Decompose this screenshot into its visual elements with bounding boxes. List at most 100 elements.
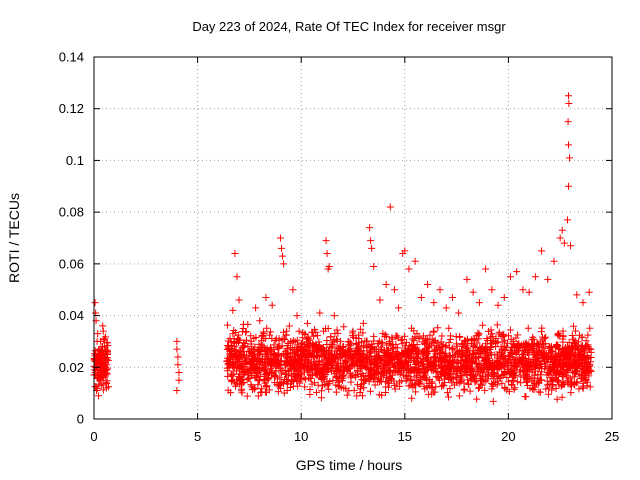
data-point [393, 358, 401, 366]
data-point [240, 359, 248, 367]
data-point [446, 368, 454, 376]
data-point [459, 358, 467, 366]
data-point [523, 358, 531, 366]
data-point [438, 357, 446, 365]
data-point [519, 286, 527, 294]
data-point [370, 332, 378, 340]
data-point [507, 346, 515, 354]
data-point [417, 293, 425, 301]
data-point [368, 355, 376, 363]
data-point [232, 346, 240, 354]
data-point [559, 338, 567, 346]
data-point [241, 368, 249, 376]
data-point [268, 359, 276, 367]
data-point [255, 340, 263, 348]
data-point [377, 376, 385, 384]
data-point [274, 344, 282, 352]
data-point [548, 365, 556, 373]
data-point [229, 330, 237, 338]
data-point [245, 347, 253, 355]
data-point [514, 331, 522, 339]
data-point [262, 293, 270, 301]
data-point [301, 383, 309, 391]
data-point [340, 349, 348, 357]
data-point [390, 361, 398, 369]
data-point [103, 339, 111, 347]
data-point [386, 203, 394, 211]
data-point [356, 355, 364, 363]
data-point [522, 377, 530, 385]
data-point [449, 344, 457, 352]
data-point [244, 343, 252, 351]
data-point [251, 374, 259, 382]
data-point [505, 388, 513, 396]
data-point [419, 362, 427, 370]
data-point [446, 365, 454, 373]
data-point [349, 353, 357, 361]
data-point [435, 376, 443, 384]
data-point [583, 351, 591, 359]
data-point [280, 389, 288, 397]
data-point [455, 309, 463, 317]
data-point [443, 389, 451, 397]
data-point [470, 335, 478, 343]
data-point [483, 352, 491, 360]
data-point [99, 380, 107, 388]
data-point [462, 370, 470, 378]
data-point [564, 182, 572, 190]
data-point [569, 358, 577, 366]
data-point [320, 369, 328, 377]
data-point [457, 346, 465, 354]
data-point [555, 381, 563, 389]
data-point [430, 299, 438, 307]
data-point [430, 328, 438, 336]
data-point [506, 367, 514, 375]
data-point [506, 326, 514, 334]
data-point [560, 350, 568, 358]
data-point [355, 343, 363, 351]
data-point [305, 351, 313, 359]
data-point [252, 304, 260, 312]
data-point [559, 368, 567, 376]
data-point [565, 100, 573, 108]
data-point [432, 362, 440, 370]
data-point [452, 373, 460, 381]
data-point [506, 273, 514, 281]
data-point [359, 359, 367, 367]
data-point [499, 338, 507, 346]
ticks-layer: 0 0.02 0.04 0.06 0.08 0.1 0.12 0.14 0 5 10 15 20 25 [59, 50, 620, 445]
data-point [388, 353, 396, 361]
data-point [331, 330, 339, 338]
y-tick-label: 0.12 [59, 101, 84, 116]
data-point [493, 351, 501, 359]
data-point [541, 340, 549, 348]
data-point [525, 373, 533, 381]
data-point [419, 355, 427, 363]
data-point [510, 341, 518, 349]
data-point [490, 369, 498, 377]
data-point [267, 354, 275, 362]
data-point [376, 296, 384, 304]
data-point [236, 377, 244, 385]
data-point [580, 369, 588, 377]
data-point [554, 367, 562, 375]
data-point [383, 360, 391, 368]
data-point [537, 371, 545, 379]
data-point [272, 335, 280, 343]
data-point [316, 357, 324, 365]
data-point [411, 360, 419, 368]
data-point [237, 387, 245, 395]
data-point [366, 347, 374, 355]
data-point [266, 345, 274, 353]
data-point [447, 332, 455, 340]
data-point [391, 385, 399, 393]
data-point [442, 304, 450, 312]
data-point [252, 364, 260, 372]
data-point [337, 384, 345, 392]
data-point [564, 374, 572, 382]
data-point [395, 304, 403, 312]
data-point [343, 363, 351, 371]
data-point [487, 326, 495, 334]
data-point [511, 358, 519, 366]
data-point [543, 377, 551, 385]
